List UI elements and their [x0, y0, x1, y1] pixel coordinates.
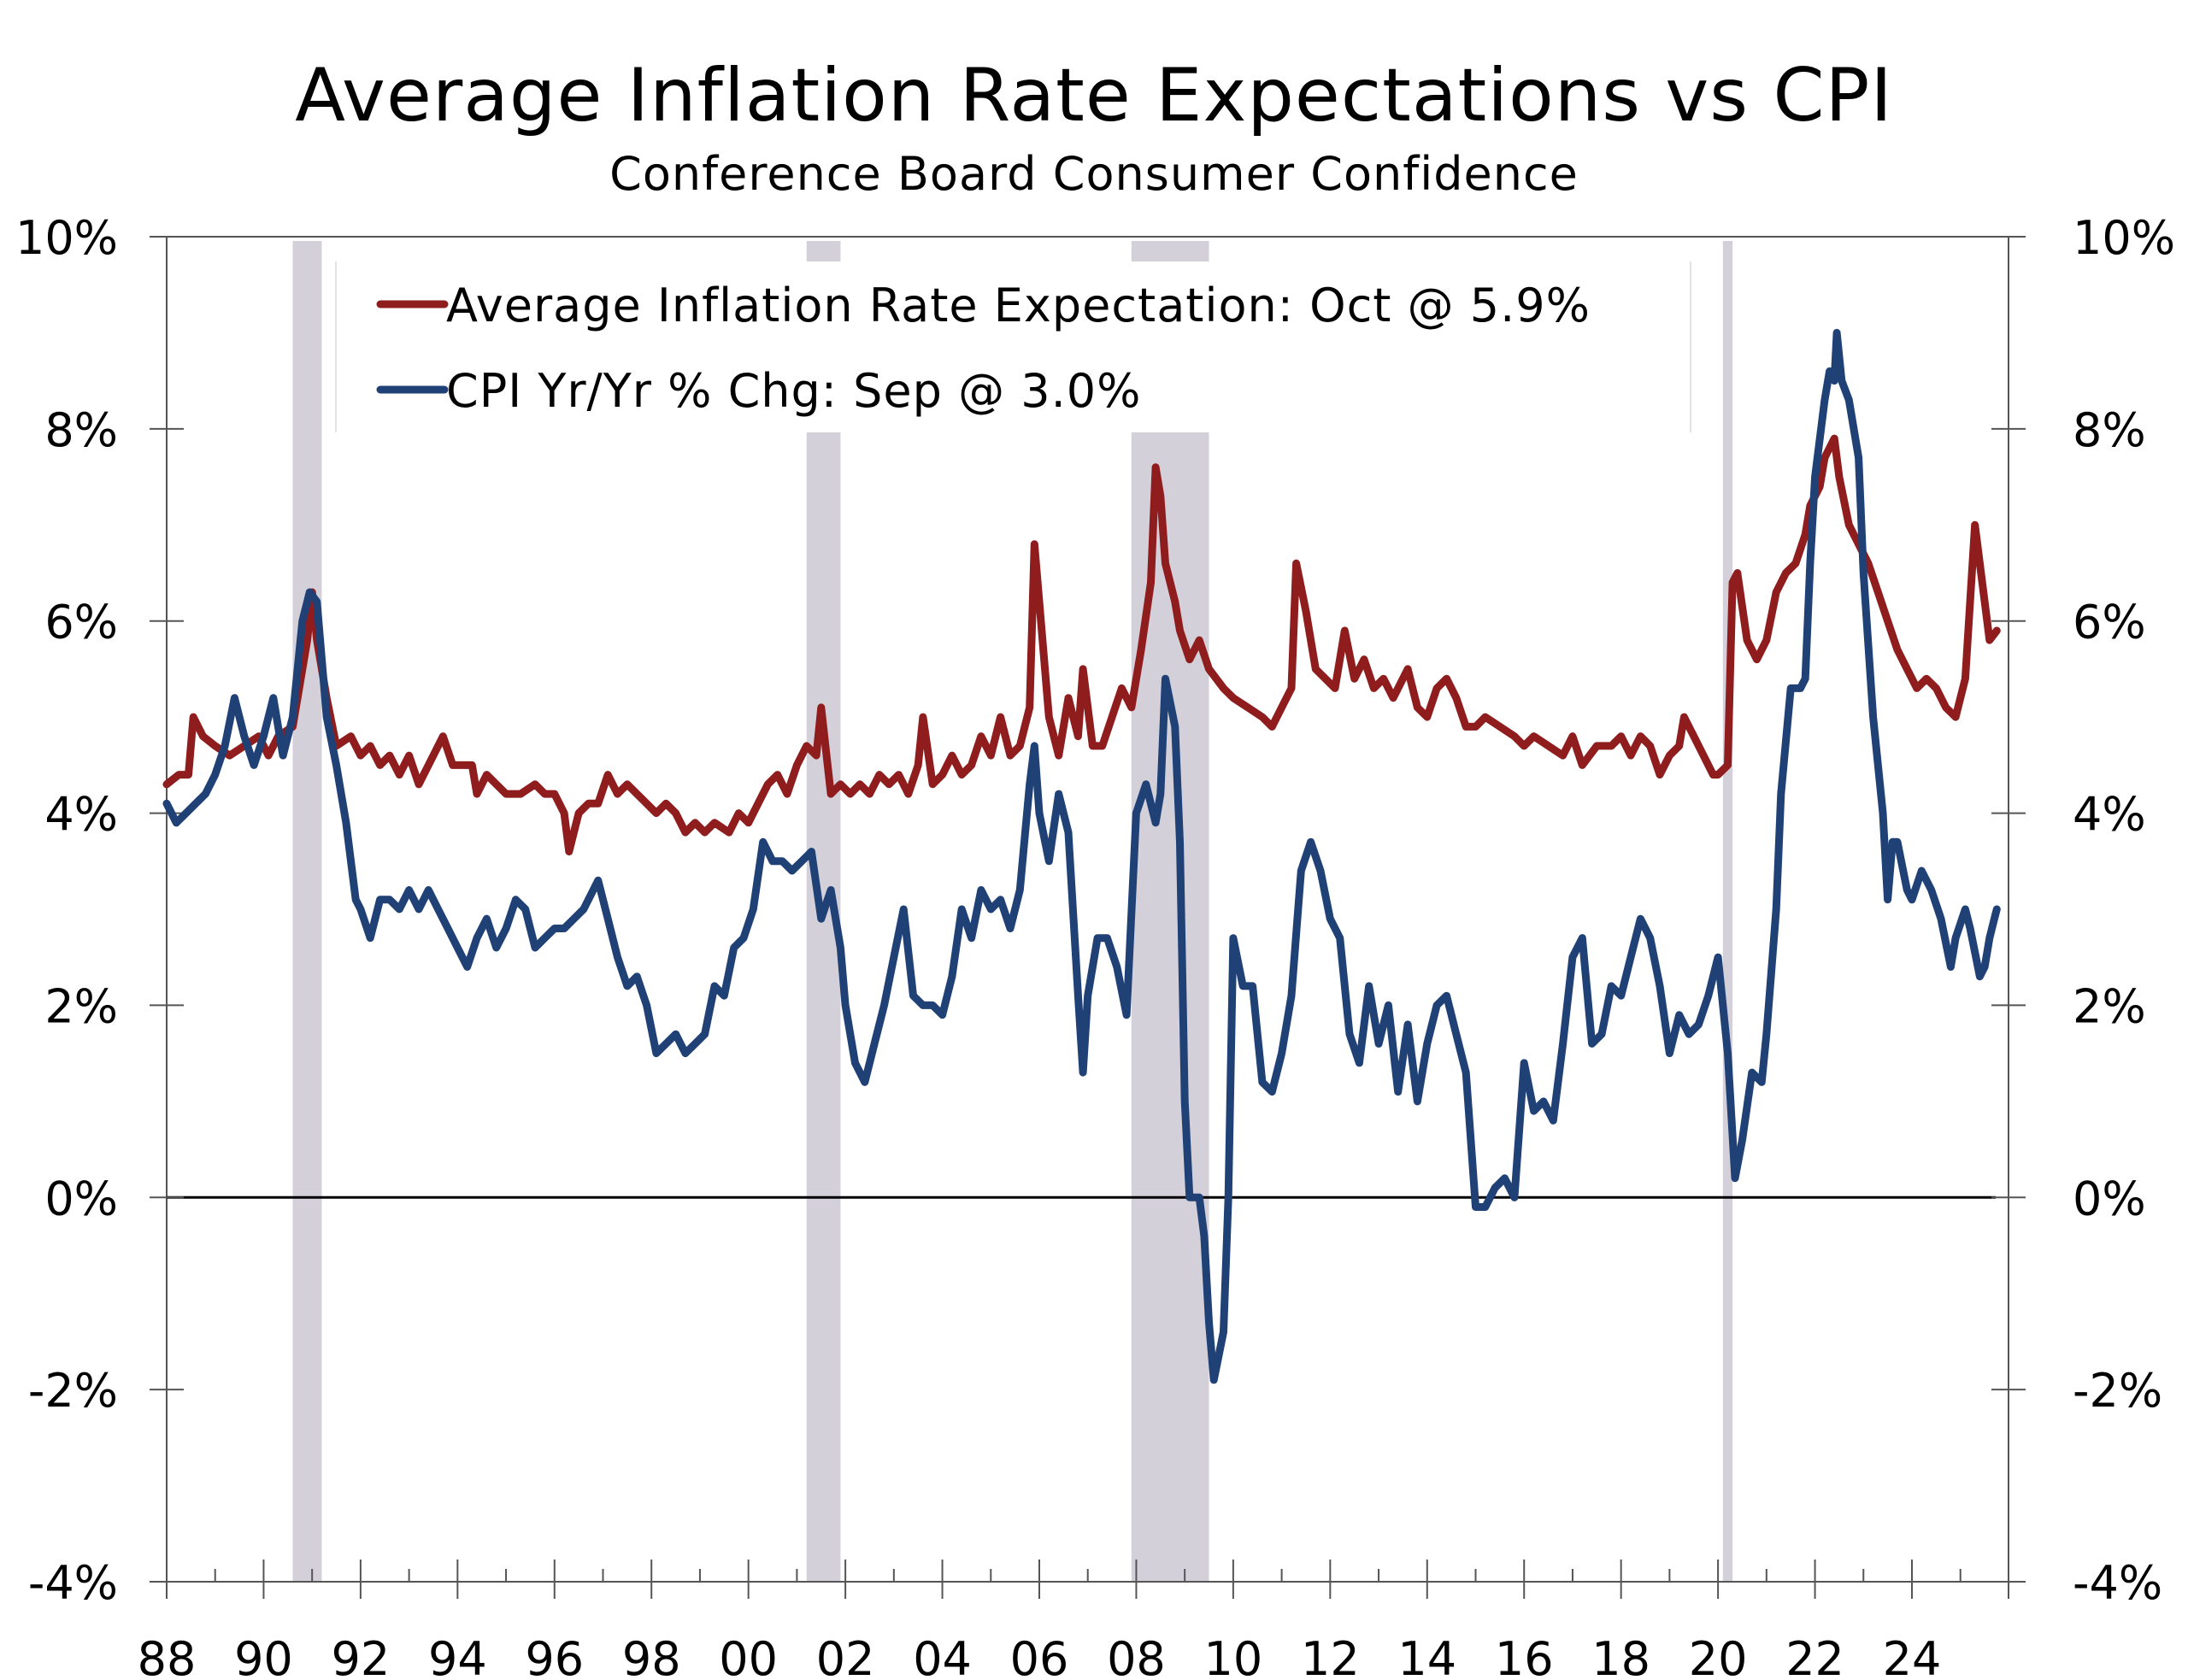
legend-label-expectation: Average Inflation Rate Expectation: Oct …: [446, 279, 1591, 332]
y-tick-label-right: -2%: [2073, 1364, 2162, 1418]
y-tick-label-left: 8%: [44, 403, 118, 457]
x-tick-label: 04: [913, 1632, 972, 1680]
series-lines: [162, 328, 2001, 1384]
x-tick-label: 06: [1010, 1632, 1069, 1680]
recession-band-0: [292, 241, 322, 1582]
x-tick-label: 02: [816, 1632, 875, 1680]
y-tick-label-right: 2%: [2073, 979, 2146, 1033]
series-line-cpi: [162, 328, 2001, 1384]
x-tick-label: 00: [719, 1632, 778, 1680]
legend-background: [336, 261, 1691, 432]
y-tick-label-right: 8%: [2073, 403, 2146, 457]
x-tick-label: 90: [234, 1632, 293, 1680]
x-tick-label: 14: [1397, 1632, 1456, 1680]
x-tick-label: 10: [1204, 1632, 1263, 1680]
legend: Average Inflation Rate Expectation: Oct …: [335, 261, 1691, 432]
x-tick-label: 16: [1495, 1632, 1554, 1680]
y-tick-label-left: -4%: [28, 1556, 118, 1610]
y-tick-label-right: 4%: [2073, 788, 2146, 842]
y-tick-label-left: 2%: [44, 979, 118, 1033]
recession-bands: [292, 241, 1733, 1582]
axes: -4% -4% -2% -2% 0% 0% 2% 2% 4% 4% 6% 6% 8% 8% 10% 10% 88…: [15, 211, 2175, 1680]
x-tick-label: 08: [1107, 1632, 1166, 1680]
y-tick-label-right: -4%: [2073, 1556, 2162, 1610]
y-tick-label-left: 0%: [44, 1172, 118, 1225]
x-tick-label: 96: [525, 1632, 584, 1680]
chart-subtitle: Conference Board Consumer Confidence: [609, 147, 1579, 201]
recession-band-2: [1131, 241, 1209, 1582]
x-tick-label: 94: [428, 1632, 487, 1680]
x-tick-label: 18: [1591, 1632, 1650, 1680]
x-tick-label: 24: [1883, 1632, 1942, 1680]
series-line-inflation-expectation: [162, 434, 2001, 855]
x-tick-label: 98: [622, 1632, 681, 1680]
y-tick-label-left: 4%: [44, 788, 118, 842]
legend-label-cpi: CPI Yr/Yr % Chg: Sep @ 3.0%: [446, 364, 1141, 418]
y-tick-label-left: 6%: [44, 596, 118, 649]
chart-title: Average Inflation Rate Expectations vs C…: [295, 53, 1893, 138]
x-tick-label: 12: [1301, 1632, 1360, 1680]
y-tick-label-left: -2%: [28, 1364, 118, 1418]
x-tick-label: 92: [332, 1632, 391, 1680]
recession-band-3: [1722, 241, 1733, 1582]
x-tick-label: 20: [1689, 1632, 1748, 1680]
y-tick-label-right: 10%: [2073, 211, 2175, 265]
x-tick-label: 22: [1785, 1632, 1844, 1680]
y-tick-label-right: 6%: [2073, 596, 2146, 649]
y-tick-label-right: 0%: [2073, 1172, 2146, 1225]
y-tick-label-left: 10%: [15, 211, 118, 265]
x-tick-label: 88: [138, 1632, 197, 1680]
